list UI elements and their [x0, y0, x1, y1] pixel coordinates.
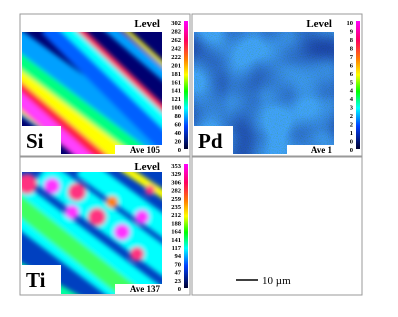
element-box [21, 265, 61, 294]
panel-frame [191, 13, 363, 157]
pd-map [194, 32, 334, 154]
scale-label: 201 [171, 62, 181, 69]
scale-label: 282 [171, 188, 181, 195]
scale-label: 6 [350, 71, 354, 78]
scale-bar-label: 10 µm [262, 275, 291, 287]
scale-label: 181 [171, 71, 181, 78]
color-bar [356, 21, 360, 149]
scale-label: 141 [171, 237, 181, 244]
scale-label: 47 [175, 270, 182, 277]
average-label: Ave 1 [311, 145, 333, 155]
scale-label: 2 [350, 113, 353, 120]
scale-label: 212 [171, 212, 181, 219]
element-box [193, 126, 233, 155]
scale-label: 5 [350, 79, 354, 86]
scale-label: 0 [350, 147, 353, 154]
panel-frame [191, 156, 363, 296]
scale-label: 117 [172, 245, 182, 252]
scale-label: 3 [350, 105, 354, 112]
scale-label: 60 [175, 122, 182, 129]
scale-label: 222 [171, 54, 181, 61]
color-bar [184, 164, 188, 288]
scale-label: 1 [350, 130, 353, 137]
si-map [22, 32, 162, 154]
scale-label: 0 [350, 139, 353, 146]
element-label: Ti [26, 268, 46, 292]
scale-label: 306 [171, 179, 182, 186]
scale-label: 7 [350, 54, 354, 61]
element-label: Si [26, 129, 44, 153]
average-label: Ave 105 [130, 145, 161, 155]
scale-label: 262 [171, 37, 181, 44]
scale-label: 353 [171, 163, 182, 170]
panel-frame [19, 156, 191, 296]
scale-label: 141 [171, 88, 181, 95]
average-box [115, 145, 163, 155]
scale-label: 0 [178, 147, 181, 154]
scale-label: 329 [171, 171, 182, 178]
level-label: Level [134, 161, 160, 173]
scale-label: 164 [171, 229, 182, 236]
scale-label: 0 [178, 286, 181, 293]
scale-label: 161 [171, 79, 181, 86]
scale-label: 188 [171, 220, 182, 227]
scale-label: 20 [175, 139, 182, 146]
scale-label: 302 [171, 20, 181, 27]
element-box [21, 126, 61, 155]
scale-label: 70 [175, 261, 182, 268]
scale-label: 40 [175, 130, 182, 137]
scale-label: 23 [175, 278, 182, 285]
scale-label: 8 [350, 45, 354, 52]
scale-label: 94 [175, 253, 182, 260]
scale-label: 121 [171, 96, 181, 103]
panel-frame [19, 13, 191, 157]
element-label: Pd [198, 129, 223, 153]
scale-label: 10 [347, 20, 354, 27]
scale-label: 282 [171, 28, 181, 35]
scale-label: 235 [171, 204, 182, 211]
average-box [287, 145, 335, 155]
scale-label: 8 [350, 37, 354, 44]
average-box [115, 284, 163, 294]
average-label: Ave 137 [130, 284, 161, 294]
scale-label: 242 [171, 45, 181, 52]
scale-label: 9 [350, 28, 354, 35]
scale-label: 6 [350, 62, 354, 69]
level-label: Level [306, 18, 332, 30]
scale-label: 100 [171, 105, 181, 112]
scale-label: 2 [350, 122, 353, 129]
scale-label: 259 [171, 196, 182, 203]
scale-label: 4 [350, 96, 354, 103]
scale-label: 4 [350, 88, 354, 95]
level-label: Level [134, 18, 160, 30]
scale-label: 80 [175, 113, 182, 120]
color-bar [184, 21, 188, 149]
